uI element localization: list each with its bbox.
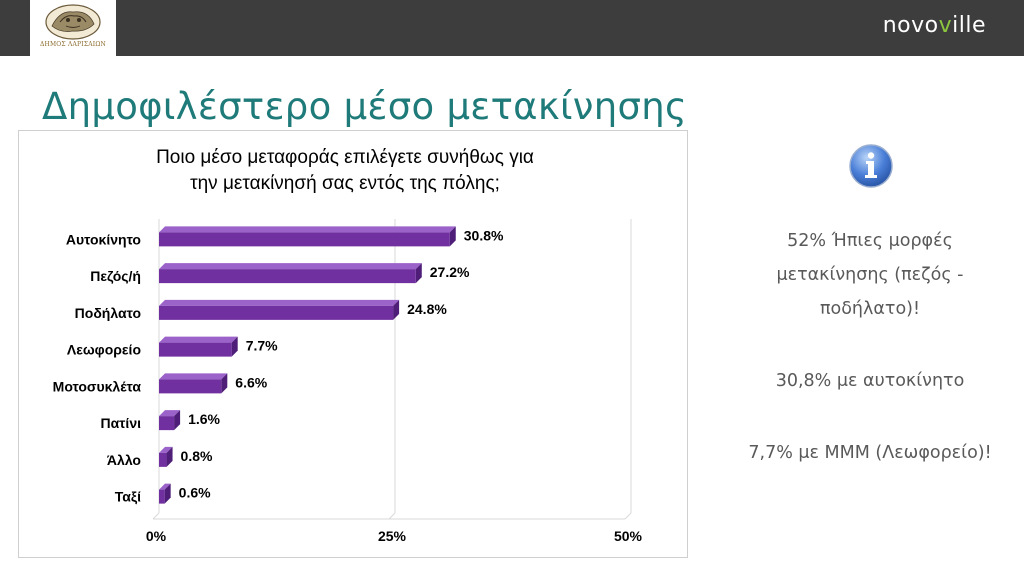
grid-line-depth <box>388 512 396 520</box>
note-line: μετακίνησης (πεζός - <box>776 265 964 285</box>
bar-side-face <box>231 336 238 357</box>
bar-side-face <box>174 410 181 431</box>
bar <box>159 379 222 394</box>
category-label: Λεωφορείο <box>67 342 141 358</box>
bar-side-face <box>449 226 456 247</box>
category-label: Ταξί <box>115 489 141 505</box>
bar-side-face <box>221 373 228 394</box>
bar <box>159 452 167 467</box>
bar <box>159 232 450 247</box>
top-bar: ΔΗΜΟΣ ΛΑΡΙΣΑΙΩΝ novoville <box>0 0 1024 56</box>
bar-top-face <box>159 410 181 417</box>
bar <box>159 269 416 284</box>
bar-top-face <box>159 263 422 270</box>
data-label: 0.6% <box>179 485 211 501</box>
chart-panel: Ποιο μέσο μεταφοράς επιλέγετε συνήθως γι… <box>18 130 688 558</box>
bar-side-face <box>393 299 400 320</box>
chart-title-line: Ποιο μέσο μεταφοράς επιλέγετε συνήθως γι… <box>156 147 534 168</box>
data-label: 7.7% <box>246 338 278 354</box>
municipality-logo: ΔΗΜΟΣ ΛΑΡΙΣΑΙΩΝ <box>30 0 116 56</box>
category-label: Αυτοκίνητο <box>66 231 141 247</box>
bar-side-face <box>164 483 171 504</box>
bar-chart: Ποιο μέσο μεταφοράς επιλέγετε συνήθως γι… <box>53 147 643 544</box>
bar-top-face <box>159 446 173 453</box>
bar <box>159 416 175 431</box>
category-label: Μοτοσυκλέτα <box>53 378 142 394</box>
bar-side-face <box>166 446 173 467</box>
grid-line-depth <box>624 512 632 520</box>
category-label: Ποδήλατο <box>75 305 141 321</box>
bar <box>159 305 394 320</box>
note-line: 7,7% με ΜΜΜ (Λεωφορείο)! <box>748 443 992 463</box>
data-label: 30.8% <box>464 227 504 243</box>
bar-top-face <box>159 373 228 380</box>
data-label: 0.8% <box>181 448 213 464</box>
bar-top-face <box>159 299 400 306</box>
category-label: Πεζός/ή <box>90 268 141 284</box>
x-tick-label: 50% <box>614 528 643 544</box>
info-icon <box>849 144 893 188</box>
bar-top-face <box>159 226 456 233</box>
bar-side-face <box>415 263 422 284</box>
x-tick-label: 0% <box>146 528 167 544</box>
brand-logo: novoville <box>883 13 986 38</box>
data-label: 27.2% <box>430 264 470 280</box>
municipality-caption: ΔΗΜΟΣ ΛΑΡΙΣΑΙΩΝ <box>39 41 107 48</box>
municipality-emblem-icon <box>45 4 101 40</box>
bar-top-face <box>159 483 171 490</box>
data-label: 6.6% <box>235 374 267 390</box>
bar-top-face <box>159 336 238 343</box>
data-label: 24.8% <box>407 301 447 317</box>
data-label: 1.6% <box>188 411 220 427</box>
note-line: 30,8% με αυτοκίνητο <box>775 371 965 391</box>
brand-text-left: novo <box>882 13 939 38</box>
category-label: Άλλο <box>107 452 141 468</box>
x-tick-label: 25% <box>378 528 407 544</box>
bar <box>159 489 165 504</box>
category-label: Πατίνι <box>100 415 141 431</box>
info-notes: 52% Ήπιες μορφές μετακίνησης (πεζός - πο… <box>720 224 1020 470</box>
bar <box>159 342 232 357</box>
note-line: ποδήλατο)! <box>819 299 921 319</box>
brand-text-right: ille <box>952 13 986 38</box>
chart-title-line: την μετακίνησή σας εντός της πόλης; <box>190 173 500 194</box>
note-line: 52% Ήπιες μορφές <box>787 231 953 251</box>
brand-text-accent: v <box>938 13 953 38</box>
grid-line-depth <box>152 512 160 520</box>
page-title: Δημοφιλέστερο μέσο μετακίνησης <box>42 84 688 128</box>
